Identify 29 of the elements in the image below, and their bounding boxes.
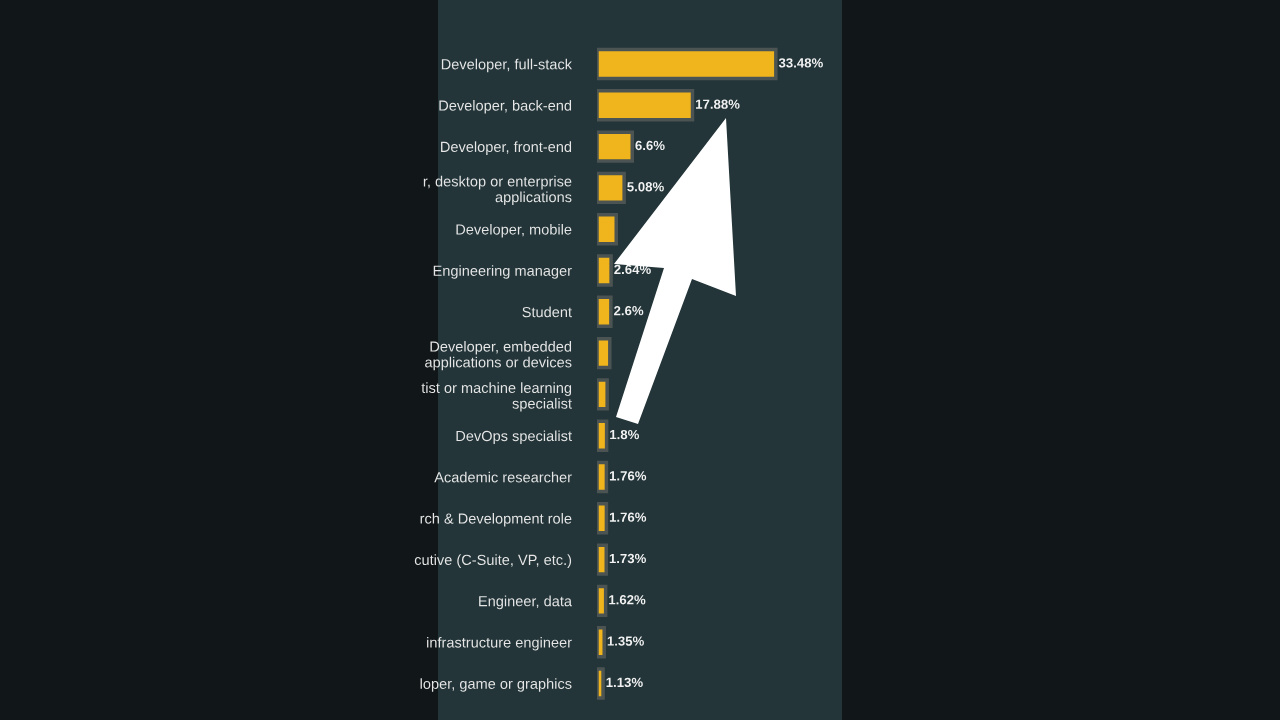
data-label: 1.76% [609,512,647,522]
data-label: 1.76% [609,471,647,481]
data-label: 1.73% [609,553,646,564]
data-label: 33.48% [778,58,823,68]
y-tick-label: Developer, embedded applications or devices [425,341,572,371]
data-label: 17.88% [696,99,740,109]
y-tick-label: Student [522,306,572,318]
y-tick-label: Engineer, data [479,595,573,610]
y-tick-label: cutive (C-Suite, VP, etc.) [414,554,572,568]
y-tick-label: infrastructure engineer [427,636,572,651]
y-tick-label: Developer, full-stack [441,58,573,73]
y-tick-label: loper, game or graphics [420,678,572,692]
data-label: 2.6% [614,306,644,316]
y-tick-label: DevOps specialist [456,430,572,445]
data-label: 1.35% [607,636,644,646]
y-tick-label: Developer, mobile [456,223,572,238]
y-tick-label: r, desktop or enterprise applications [423,175,572,206]
data-label: 1.62% [609,595,646,605]
y-tick-label: rch & Development role [420,513,572,527]
data-label: 6.6% [635,140,665,151]
data-label: 1.13% [606,677,643,688]
y-tick-label: Developer, back-end [439,100,572,114]
y-tick-label: Engineering manager [433,265,572,279]
y-tick-label: Academic researcher [434,471,572,483]
data-label: 5.08% [627,182,664,192]
y-tick-label: tist or machine learning specialist [421,382,572,412]
data-label: 2.64% [614,264,651,275]
y-tick-label: Developer, front-end [441,141,572,155]
data-label: 1.8% [610,429,640,440]
